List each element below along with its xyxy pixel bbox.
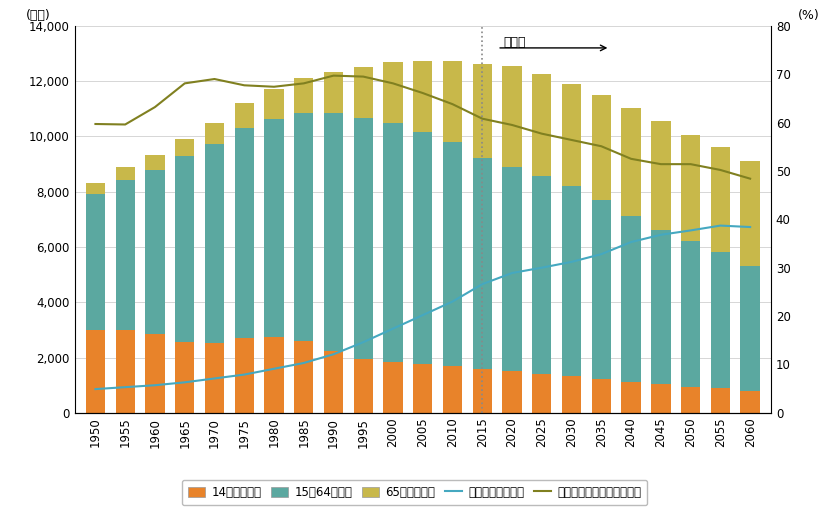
Bar — [294, 113, 313, 341]
Bar — [621, 382, 640, 413]
Bar — [651, 230, 670, 384]
Bar — [324, 72, 343, 113]
Bar — [115, 180, 135, 330]
Bar — [234, 337, 253, 413]
Bar — [354, 118, 373, 359]
Bar — [205, 144, 224, 343]
Bar — [591, 379, 610, 413]
Bar — [85, 194, 105, 330]
Bar — [175, 342, 194, 413]
Bar — [354, 359, 373, 413]
Bar — [324, 113, 343, 351]
Bar — [175, 139, 194, 156]
Bar — [383, 62, 402, 123]
Bar — [680, 135, 700, 240]
Bar — [532, 176, 551, 374]
Bar — [561, 376, 580, 413]
Bar — [85, 330, 105, 413]
Bar — [591, 95, 610, 200]
Text: 予測値: 予測値 — [503, 36, 525, 49]
Bar — [651, 384, 670, 413]
Bar — [472, 158, 491, 369]
Bar — [739, 391, 759, 413]
Bar — [145, 155, 165, 170]
Bar — [442, 61, 462, 142]
Bar — [739, 160, 759, 266]
Bar — [561, 84, 580, 186]
Legend: 14歳以下人口, 15～64歳人口, 65歳以上人口, 高齢化率（右軸）, 生産年齢人口割合（右軸）: 14歳以下人口, 15～64歳人口, 65歳以上人口, 高齢化率（右軸）, 生産… — [181, 480, 647, 505]
Bar — [739, 266, 759, 391]
Bar — [145, 334, 165, 413]
Bar — [412, 364, 432, 413]
Bar — [502, 167, 521, 371]
Bar — [710, 252, 729, 389]
Bar — [294, 341, 313, 413]
Bar — [294, 78, 313, 113]
Bar — [175, 156, 194, 342]
Bar — [115, 167, 135, 180]
Bar — [412, 61, 432, 132]
Bar — [680, 386, 700, 413]
Bar — [85, 183, 105, 194]
Bar — [472, 64, 491, 158]
Bar — [710, 148, 729, 252]
Bar — [264, 337, 283, 413]
Bar — [442, 142, 462, 366]
Bar — [383, 123, 402, 362]
Bar — [383, 362, 402, 413]
Bar — [710, 389, 729, 413]
Bar — [561, 186, 580, 376]
Bar — [532, 74, 551, 176]
Text: (%): (%) — [797, 9, 819, 22]
Bar — [472, 369, 491, 413]
Bar — [324, 351, 343, 413]
Bar — [115, 330, 135, 413]
Bar — [442, 366, 462, 413]
Bar — [651, 121, 670, 230]
Bar — [234, 104, 253, 128]
Bar — [145, 170, 165, 334]
Bar — [502, 67, 521, 167]
Bar — [591, 200, 610, 379]
Bar — [532, 374, 551, 413]
Bar — [264, 89, 283, 119]
Text: (万人): (万人) — [26, 9, 51, 22]
Bar — [205, 123, 224, 144]
Bar — [412, 132, 432, 364]
Bar — [502, 371, 521, 413]
Bar — [621, 108, 640, 216]
Bar — [264, 119, 283, 337]
Bar — [621, 216, 640, 382]
Bar — [234, 128, 253, 337]
Bar — [205, 343, 224, 413]
Bar — [354, 67, 373, 118]
Bar — [680, 240, 700, 386]
